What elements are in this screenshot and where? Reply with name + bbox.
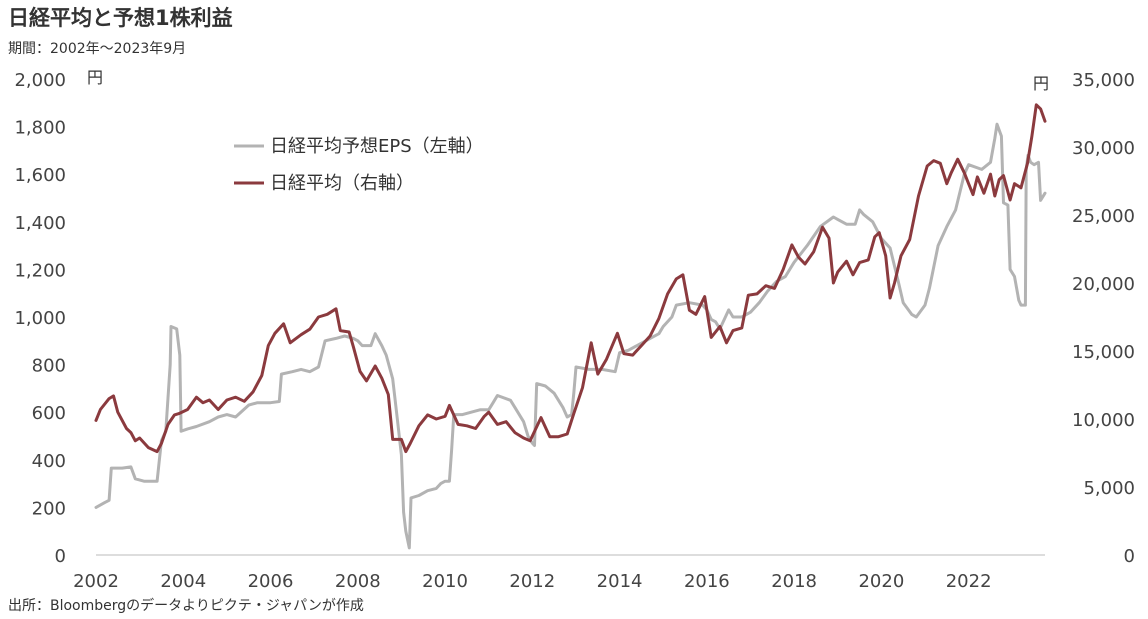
right-tick-label: 35,000 [1072, 70, 1135, 91]
eps-series-line [94, 122, 1047, 550]
x-tick-label: 2020 [858, 571, 904, 592]
left-tick-label: 600 [32, 403, 66, 424]
left-tick-label: 1,600 [14, 165, 66, 186]
legend-label-eps: 日経平均予想EPS（左軸） [270, 136, 484, 157]
x-axis-ticks: 2002 2004 2006 2008 2010 2012 2014 2016 2018 2020… [73, 571, 991, 592]
x-tick-label: 2014 [597, 571, 643, 592]
nikkei-series-line [94, 103, 1047, 454]
right-tick-label: 25,000 [1072, 206, 1135, 227]
series-layer [94, 103, 1047, 550]
x-tick-label: 2002 [73, 571, 119, 592]
left-tick-label: 0 [55, 546, 66, 567]
right-tick-label: 30,000 [1072, 138, 1135, 159]
right-tick-label: 5,000 [1083, 478, 1135, 499]
right-axis-ticks: 0 5,000 10,000 15,000 20,000 25,000 30,000 35,0… [1072, 70, 1135, 567]
left-tick-label: 1,200 [14, 260, 66, 281]
left-tick-label: 800 [32, 356, 66, 377]
left-tick-label: 1,000 [14, 308, 66, 329]
x-tick-label: 2022 [946, 571, 992, 592]
right-tick-label: 20,000 [1072, 274, 1135, 295]
x-tick-label: 2008 [335, 571, 381, 592]
x-tick-label: 2018 [771, 571, 817, 592]
x-tick-label: 2012 [509, 571, 555, 592]
x-tick-label: 2006 [248, 571, 294, 592]
source-note: 出所：Bloombergのデータよりピクテ・ジャパンが作成 [8, 598, 364, 614]
right-tick-label: 0 [1124, 546, 1135, 567]
left-axis-unit: 円 [87, 68, 103, 87]
left-tick-label: 200 [32, 498, 66, 519]
right-tick-label: 10,000 [1072, 410, 1135, 431]
right-tick-label: 15,000 [1072, 342, 1135, 363]
legend-label-nikkei: 日経平均（右軸） [270, 173, 414, 194]
x-tick-label: 2016 [684, 571, 730, 592]
legend: 日経平均予想EPS（左軸） 日経平均（右軸） [234, 136, 484, 194]
left-axis-ticks: 0 200 400 600 800 1,000 1,200 1,400 1,600 1,800 2,… [14, 70, 66, 567]
chart-period: 期間：2002年～2023年9月 [8, 41, 187, 57]
right-axis-unit: 円 [1033, 74, 1049, 93]
x-tick-label: 2010 [422, 571, 468, 592]
chart-title: 日経平均と予想1株利益 [8, 6, 233, 30]
left-tick-label: 1,800 [14, 118, 66, 139]
left-tick-label: 2,000 [14, 70, 66, 91]
left-tick-label: 1,400 [14, 213, 66, 234]
x-tick-label: 2004 [160, 571, 206, 592]
left-tick-label: 400 [32, 451, 66, 472]
